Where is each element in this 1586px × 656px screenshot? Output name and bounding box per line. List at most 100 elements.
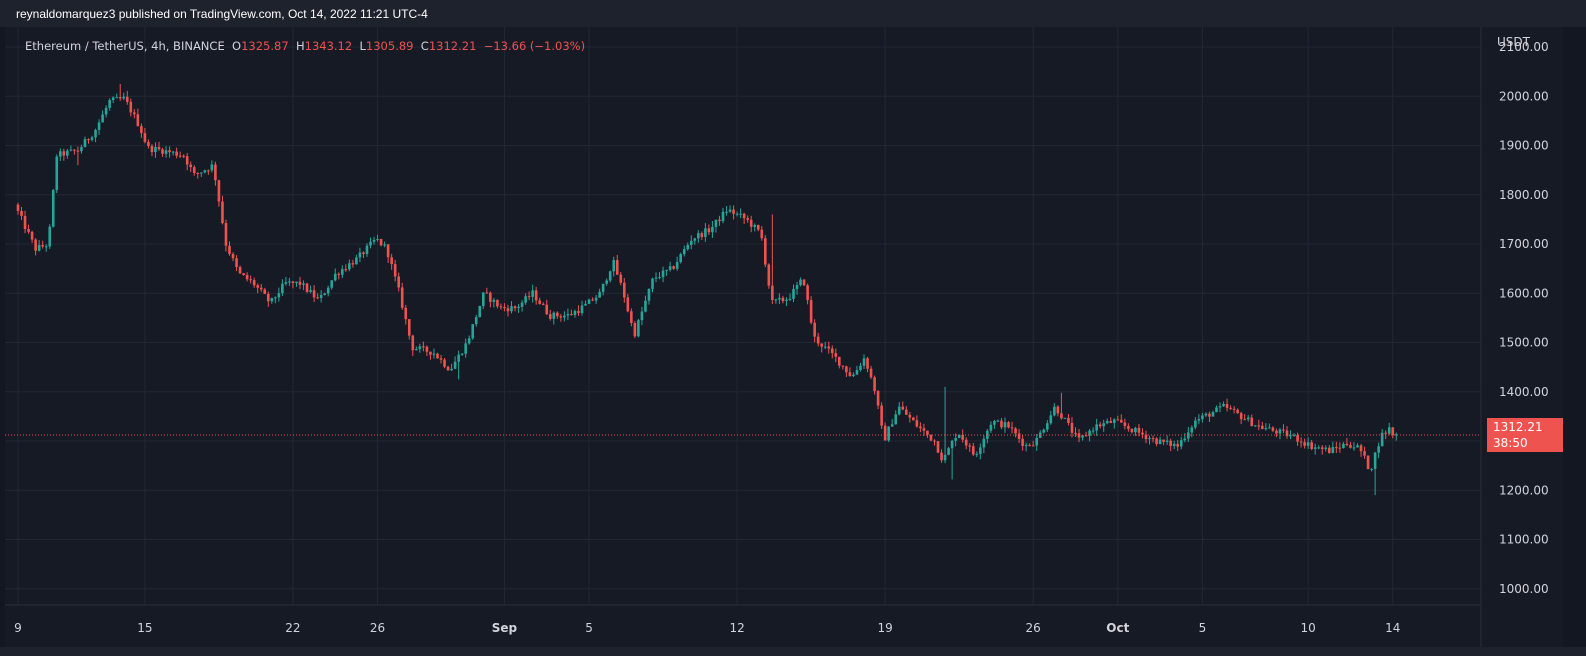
candle-body [781, 297, 785, 302]
candle-body [48, 226, 52, 247]
candle-body [436, 353, 439, 359]
candle-body [735, 213, 739, 215]
candle-body [1211, 412, 1215, 417]
candle-body [228, 245, 231, 254]
candle-body [168, 150, 171, 153]
candle-body [964, 439, 968, 446]
candle-body [686, 244, 690, 250]
candle-body [178, 155, 182, 157]
candle-body [552, 312, 556, 319]
candle-body [51, 190, 55, 227]
candle-body [545, 304, 549, 315]
candle-body [1060, 413, 1063, 419]
candle-body [44, 246, 48, 248]
candle-body [1377, 446, 1380, 453]
candle-body [1387, 427, 1391, 434]
candle-body [1095, 424, 1098, 431]
candle-body [1394, 434, 1398, 436]
candle-body [1176, 443, 1180, 447]
candle-body [598, 291, 601, 298]
candle-body [689, 240, 693, 245]
candle-body [1144, 434, 1148, 440]
candle-body [83, 139, 87, 148]
candle-body [274, 297, 277, 299]
candle-body [954, 438, 957, 441]
candle-body [714, 219, 718, 227]
candle-body [1151, 438, 1155, 440]
candle-body [115, 97, 118, 99]
candle-body [936, 441, 940, 453]
candle-body [309, 290, 312, 292]
candle-body [20, 210, 23, 216]
candle-body [753, 224, 757, 227]
candle-body [1141, 432, 1144, 435]
candle-body [348, 263, 351, 270]
candle-body [587, 299, 591, 304]
candle-body [200, 172, 203, 174]
time-axis[interactable]: 9 15 22 26 Sep 5 12 19 26 Oct 5 10 14 [14, 621, 1400, 635]
candle-body [1257, 425, 1261, 427]
candle-body [919, 426, 922, 429]
candle-body [852, 374, 855, 377]
candle-body [933, 440, 936, 442]
candle-body [59, 151, 62, 157]
time-tick-label: 26 [1026, 621, 1041, 635]
candle-body [499, 306, 503, 308]
candle-body [1391, 427, 1395, 436]
candle-body [76, 150, 80, 152]
candle-body [337, 273, 341, 275]
candle-body [1194, 420, 1197, 428]
price-tick-label: 1700.00 [1499, 237, 1549, 251]
candle-body [87, 139, 90, 141]
candle-body [1158, 439, 1162, 445]
candle-body [1014, 428, 1017, 434]
candle-body [1328, 447, 1331, 453]
candle-body [150, 145, 154, 153]
candle-body [1292, 435, 1296, 437]
candle-body [284, 282, 288, 284]
candle-body [1123, 422, 1127, 426]
candle-body [968, 445, 972, 447]
candle-body [538, 300, 541, 304]
candle-body [358, 252, 362, 258]
candle-body [682, 249, 686, 255]
candle-body [1183, 438, 1187, 441]
candle-body [1084, 435, 1088, 437]
candle-body [16, 204, 20, 211]
candlestick-chart[interactable]: 1000.001100.001200.001300.001400.001500.… [5, 27, 1563, 647]
candle-body [813, 322, 816, 337]
chart-pane[interactable]: 1000.001100.001200.001300.001400.001500.… [5, 27, 1563, 647]
candle-body [365, 245, 369, 255]
candle-body [453, 361, 457, 369]
candle-body [235, 258, 238, 268]
candle-body [644, 300, 647, 312]
candle-body [362, 252, 365, 255]
candle-body [1261, 425, 1264, 429]
candle-body [242, 273, 245, 275]
candle-body [926, 430, 929, 435]
candle-body [143, 133, 147, 142]
candle-body [778, 297, 781, 300]
candle-body [496, 299, 499, 307]
price-axis[interactable]: 1000.001100.001200.001300.001400.001500.… [1499, 40, 1549, 596]
candle-body [418, 346, 422, 350]
candle-body [161, 149, 164, 154]
candle-body [1098, 424, 1102, 427]
candle-body [1349, 445, 1352, 448]
candle-body [605, 280, 608, 284]
candle-body [559, 316, 563, 318]
candle-body [73, 149, 76, 151]
candle-body [1187, 432, 1190, 439]
candle-body [1116, 419, 1120, 421]
candle-body [1105, 421, 1109, 424]
candle-body [503, 307, 506, 309]
candle-body [601, 283, 605, 292]
candle-body [1120, 419, 1123, 423]
candle-body [319, 294, 323, 299]
candle-body [788, 298, 792, 300]
candle-body [975, 453, 979, 455]
candle-body [1306, 442, 1310, 446]
candle-body [534, 290, 538, 301]
candle-body [693, 238, 697, 241]
candle-body [1049, 415, 1053, 424]
